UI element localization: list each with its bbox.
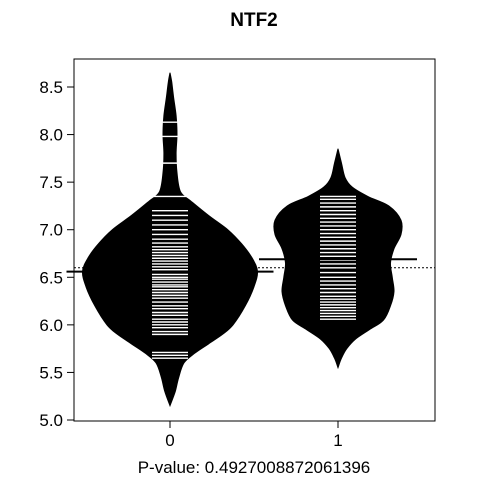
plot-area [66,72,435,408]
chart-title: NTF2 [230,10,278,31]
axes: 5.0 5.5 6.0 6.5 7.0 7.5 8.0 8.5 0 1 [39,58,436,450]
bean-0 [66,72,274,408]
y-tick-label: 5.5 [39,363,63,382]
x-tick-label: 1 [333,431,342,450]
y-tick-label: 8.5 [39,78,63,97]
y-tick-label: 5.0 [39,411,63,430]
y-tick-label: 6.5 [39,268,63,287]
x-axis-label: P-value: 0.4927008872061396 [138,458,371,477]
x-tick-label: 0 [165,431,174,450]
y-tick-label: 8.0 [39,126,63,145]
y-tick-label: 6.0 [39,316,63,335]
plot-frame [73,58,436,422]
y-tick-label: 7.0 [39,221,63,240]
bean-1 [259,148,417,370]
y-tick-label: 7.5 [39,173,63,192]
